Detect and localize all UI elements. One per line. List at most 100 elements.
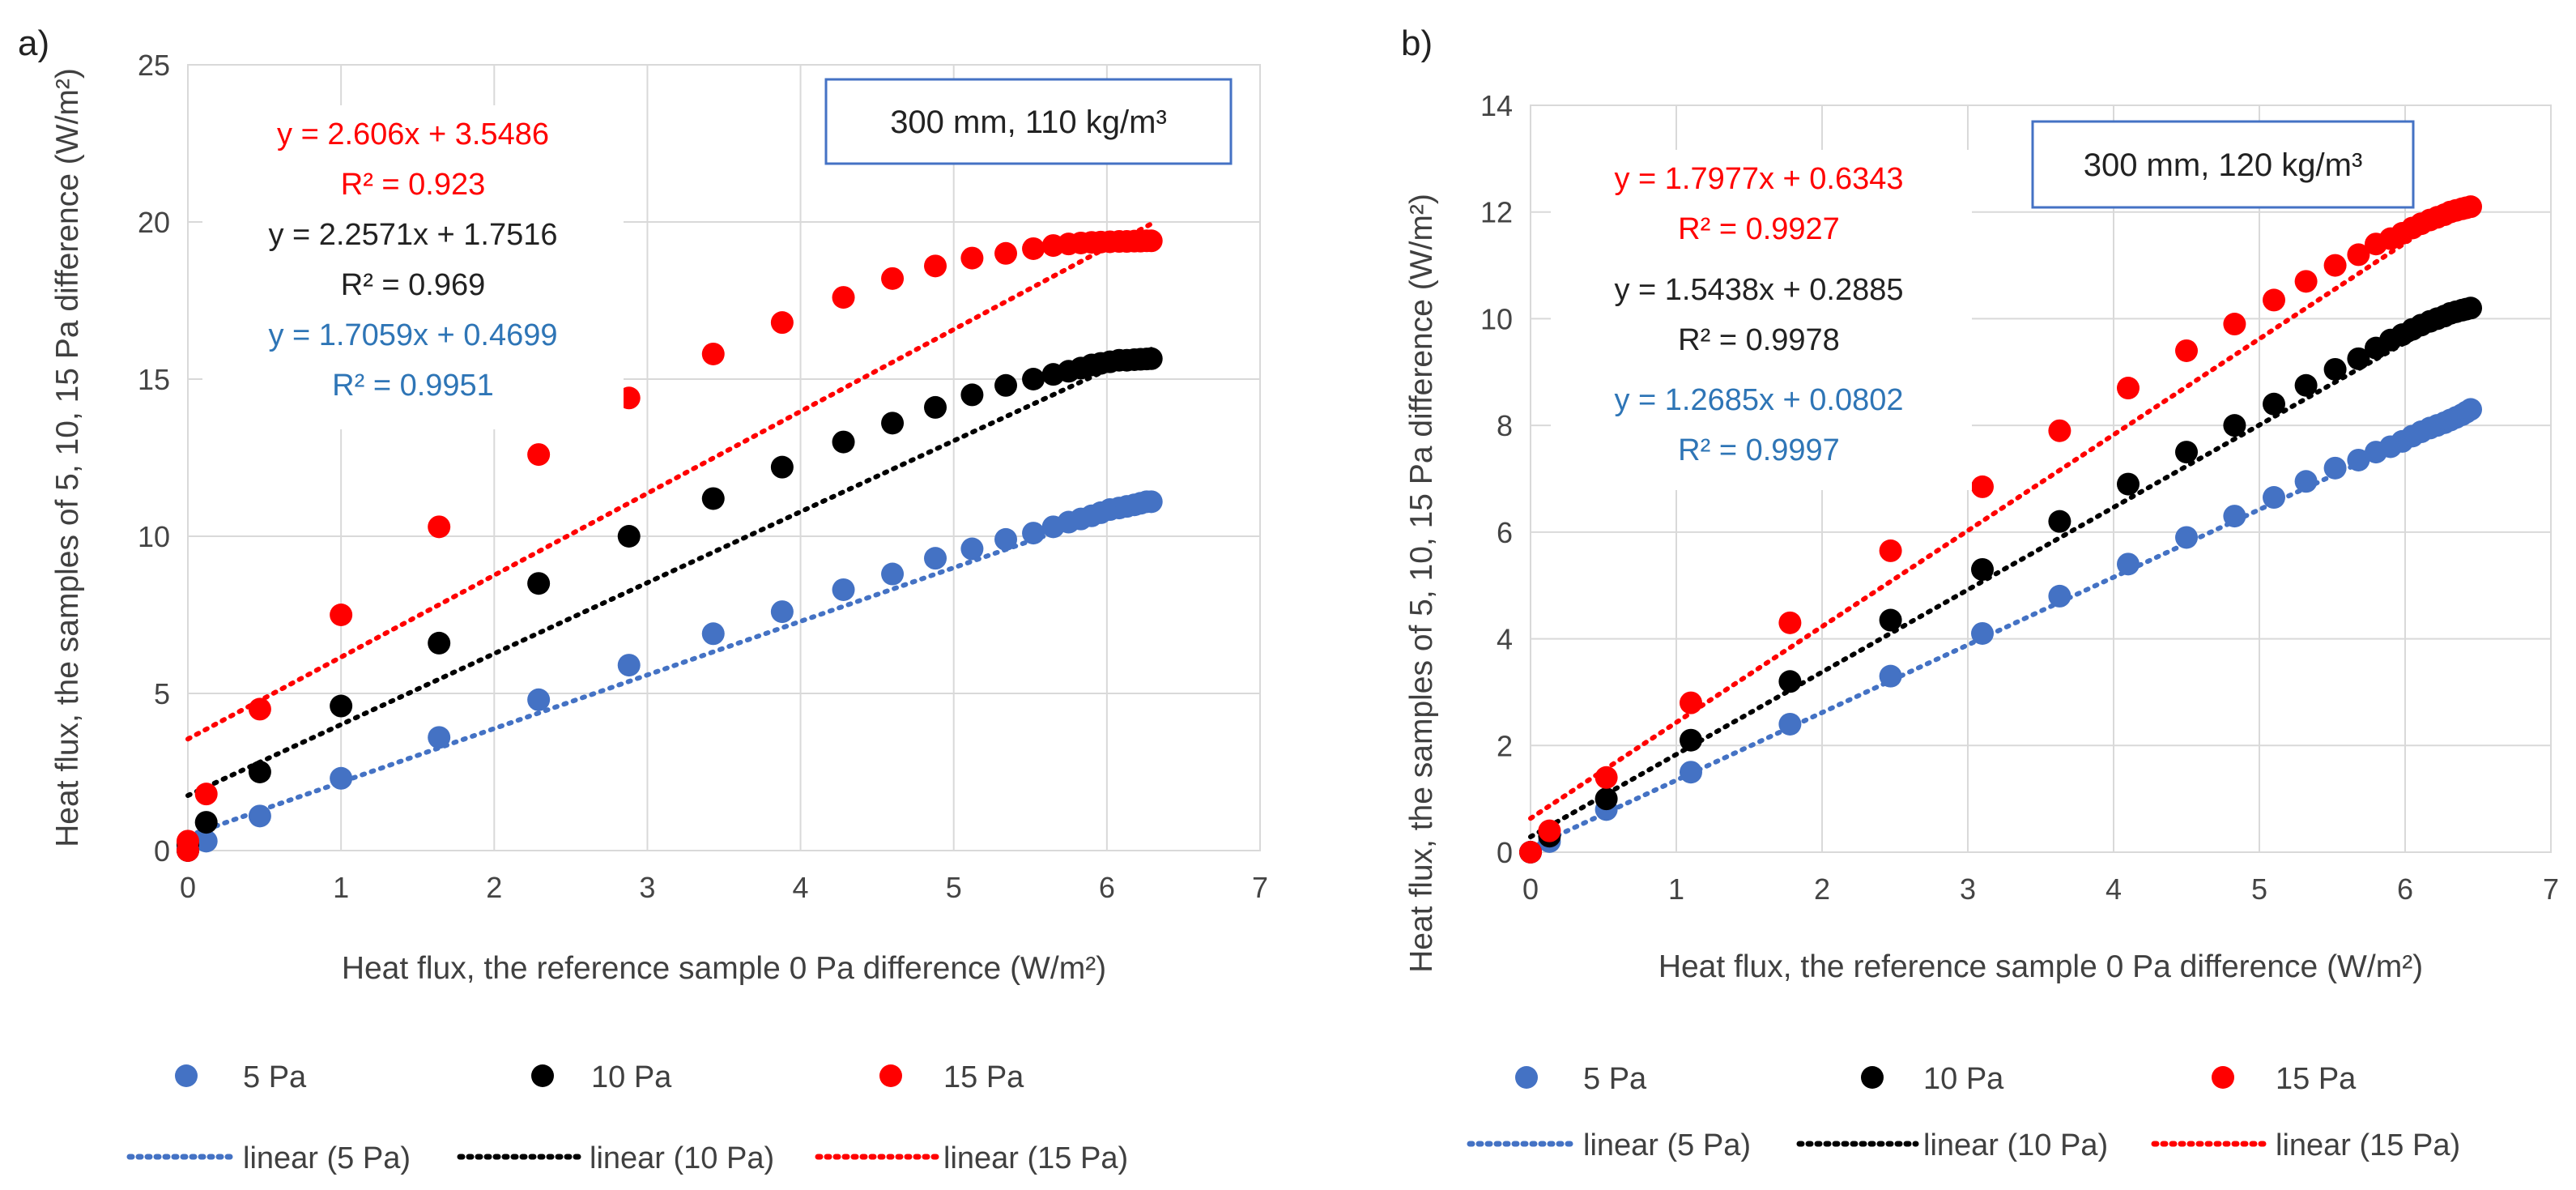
data-point-5pa (248, 804, 271, 828)
equation-5pa-a: y = 1.7059x + 0.4699 (268, 318, 557, 352)
y-tick-label: 14 (1480, 89, 1513, 122)
trendline-10pa-a (185, 347, 1154, 799)
data-point-15pa (881, 267, 905, 290)
data-point-5pa (2048, 584, 2071, 608)
data-point-15pa (248, 697, 271, 721)
trendline-15pa-a (185, 221, 1154, 742)
data-point-15pa (994, 241, 1018, 265)
x-tick-label: 4 (793, 871, 809, 904)
data-point-15pa (527, 443, 551, 467)
x-tick-labels-a: 0 1 2 3 4 5 6 7 (180, 871, 1268, 904)
legend-label-15pa-b: 15 Pa (2276, 1062, 2357, 1096)
data-point-5pa (2347, 448, 2370, 471)
data-point-15pa (428, 515, 451, 539)
data-point-5pa (1680, 761, 1702, 784)
annotation-box-a (824, 78, 1233, 165)
x-tick-label: 1 (333, 871, 349, 904)
data-point-10pa (994, 373, 1018, 397)
y-tick-labels-a: 0 5 10 15 20 25 (138, 49, 170, 868)
data-point-10pa (1778, 670, 1802, 693)
y-tick-label: 8 (1497, 409, 1513, 442)
data-point-5pa (2459, 398, 2482, 421)
panel-label-a: a) (18, 23, 49, 63)
r2-5pa-b: R² = 0.9997 (1678, 433, 1840, 467)
gridlines-b (1530, 104, 2552, 853)
x-tick-label: 5 (946, 871, 962, 904)
data-point-5pa (832, 578, 855, 601)
data-point-5pa (701, 622, 725, 646)
data-point-5pa (428, 726, 451, 749)
x-tick-label: 2 (1814, 872, 1830, 906)
data-point-10pa (2175, 441, 2198, 464)
x-tick-label: 3 (639, 871, 655, 904)
data-point-5pa (770, 600, 794, 624)
r2-15pa-b: R² = 0.9927 (1678, 212, 1840, 246)
annotation-text-b: 300 mm, 120 kg/m³ (2084, 147, 2363, 183)
equation-5pa-b: y = 1.2685x + 0.0802 (1614, 383, 1903, 417)
data-point-10pa (1879, 608, 1902, 632)
data-point-10pa (1022, 368, 1045, 390)
x-tick-labels-b: 0 1 2 3 4 5 6 7 (1522, 872, 2559, 906)
x-tick-label: 7 (1252, 871, 1268, 904)
legend-marker-15pa-b (2212, 1066, 2234, 1089)
r2-10pa-b: R² = 0.9978 (1678, 323, 1840, 357)
legend-a: 5 Pa 10 Pa 15 Pa linear (5 Pa) linear (1… (126, 1060, 1128, 1175)
data-point-15pa (2347, 243, 2370, 267)
data-point-15pa (960, 246, 984, 270)
data-point-10pa (770, 455, 794, 479)
y-tick-label: 6 (1497, 516, 1513, 549)
y-tick-label: 25 (138, 49, 170, 82)
data-point-10pa (881, 412, 905, 435)
data-point-5pa (194, 830, 218, 853)
data-point-10pa (617, 525, 641, 548)
data-point-10pa (924, 395, 947, 419)
trendlines-a (185, 221, 1154, 838)
data-point-15pa (194, 783, 218, 806)
data-point-10pa (1595, 787, 1618, 811)
y-tick-label: 20 (138, 206, 170, 239)
x-tick-label: 2 (486, 871, 502, 904)
legend-marker-5pa-a (175, 1064, 198, 1087)
data-point-15pa (2263, 288, 2285, 312)
y-axis-title-b: Heat flux, the samples of 5, 10, 15 Pa d… (1404, 194, 1439, 973)
data-point-15pa (1879, 539, 1902, 562)
x-tick-label: 1 (1668, 872, 1684, 906)
data-point-15pa (1971, 475, 1994, 498)
data-point-5pa (2323, 456, 2347, 480)
data-point-5pa (2263, 486, 2285, 510)
legend-line-label-10pa-b: linear (10 Pa) (1923, 1128, 2108, 1162)
data-point-10pa (527, 572, 551, 595)
data-point-5pa (2223, 505, 2246, 528)
y-tick-label: 10 (1480, 302, 1513, 335)
legend-marker-15pa-a (879, 1064, 902, 1087)
data-point-5pa (924, 547, 947, 570)
y-tick-labels-b: 0 2 4 6 8 10 12 14 (1480, 89, 1513, 869)
data-point-5pa (960, 537, 984, 561)
y-tick-label: 4 (1497, 623, 1513, 656)
data-point-10pa (194, 811, 218, 834)
r2-5pa-a: R² = 0.9951 (332, 369, 494, 403)
data-point-15pa (1595, 766, 1618, 789)
data-point-15pa (2459, 195, 2482, 219)
data-point-10pa (960, 383, 984, 407)
y-tick-label: 12 (1480, 196, 1513, 229)
legend-line-label-10pa-a: linear (10 Pa) (590, 1141, 774, 1175)
y-tick-label: 10 (138, 520, 170, 553)
equations-a: y = 2.606x + 3.5486 R² = 0.923 y = 2.257… (202, 105, 624, 429)
legend-label-5pa-a: 5 Pa (243, 1060, 307, 1094)
data-point-5pa (1971, 621, 1994, 645)
data-point-10pa (2323, 357, 2347, 381)
equation-backdrop-b (1551, 150, 1972, 490)
data-points-a (177, 229, 1163, 862)
x-tick-label: 0 (1522, 872, 1539, 906)
equation-10pa-b: y = 1.5438x + 0.2885 (1614, 273, 1903, 307)
data-point-10pa (701, 487, 725, 510)
data-point-15pa (2223, 313, 2246, 336)
legend-line-label-15pa-b: linear (15 Pa) (2276, 1128, 2460, 1162)
legend-b: 5 Pa 10 Pa 15 Pa linear (5 Pa) linear (1… (1467, 1062, 2460, 1162)
data-point-15pa (177, 830, 199, 853)
data-point-5pa (1778, 712, 1802, 736)
data-point-15pa (1538, 819, 1561, 842)
